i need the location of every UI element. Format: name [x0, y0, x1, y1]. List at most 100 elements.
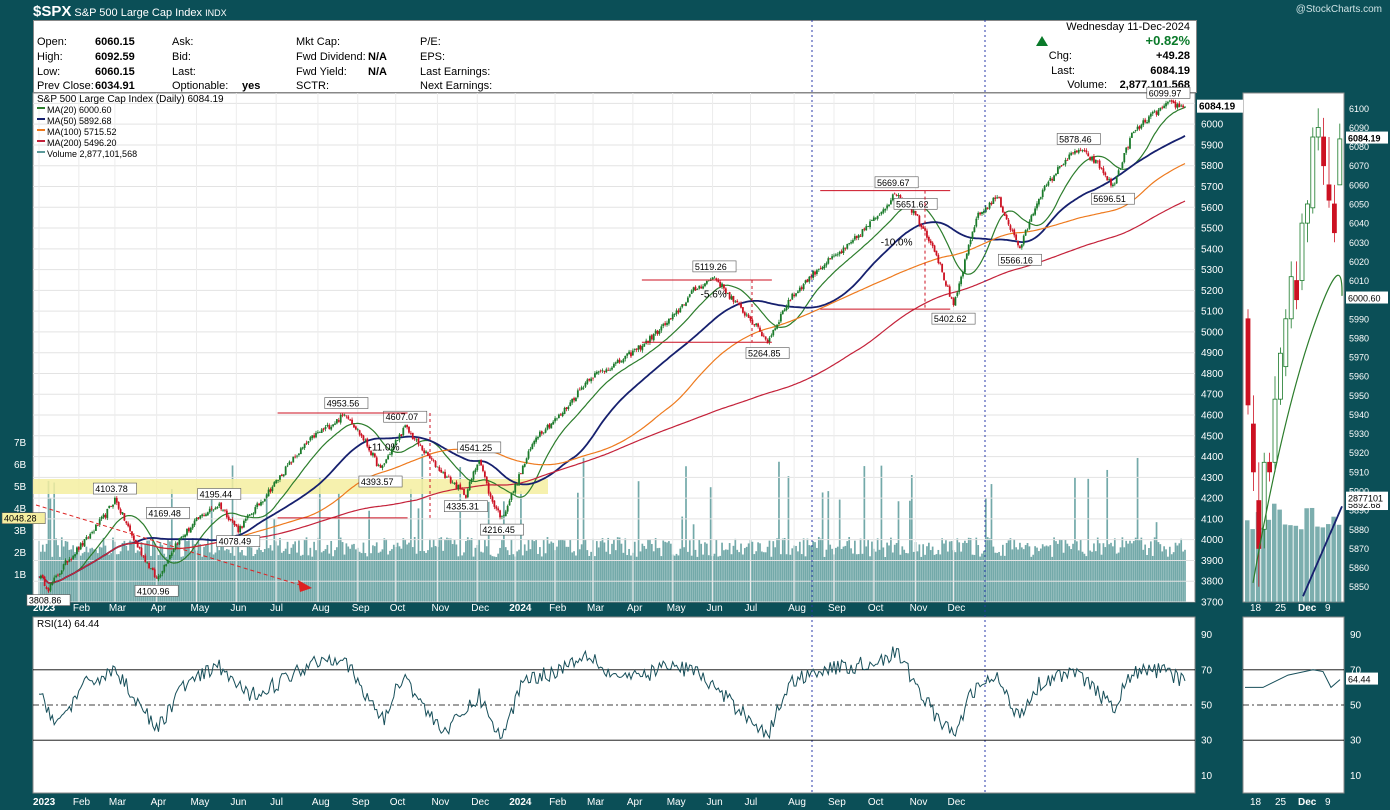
- candle-body: [77, 546, 80, 550]
- candle-body: [375, 457, 378, 466]
- rsi-x-tick-label: Jun: [230, 797, 246, 808]
- volume-bar: [882, 547, 885, 602]
- volume-bar: [1167, 556, 1169, 602]
- volume-bar: [339, 537, 342, 602]
- candle-body: [616, 360, 619, 364]
- inset-volume-bar: [1288, 525, 1293, 602]
- eps-label: EPS:: [420, 51, 446, 63]
- candle-body: [954, 296, 957, 306]
- candle-body: [292, 456, 295, 463]
- volume-bar: [1049, 545, 1052, 602]
- volume-bar: [227, 549, 230, 602]
- candle-body: [916, 214, 919, 216]
- volume-bar: [764, 552, 767, 602]
- candle-body: [303, 443, 306, 448]
- candle-body: [518, 474, 520, 486]
- candle-body: [485, 476, 488, 484]
- inset-tick-label: 6100: [1349, 104, 1369, 114]
- candle-body: [104, 514, 107, 518]
- candle-body: [1106, 176, 1109, 181]
- volume-bar: [829, 544, 832, 602]
- candle-body: [979, 212, 981, 215]
- volume-bar: [1131, 543, 1133, 602]
- rsi-x-tick-label: Mar: [109, 797, 127, 808]
- candle-body: [914, 211, 917, 215]
- volume-bar: [800, 554, 803, 602]
- candle-body: [1038, 198, 1040, 205]
- volume-bar: [810, 545, 813, 602]
- candle-body: [45, 587, 48, 589]
- volume-bar: [1077, 550, 1080, 602]
- volume-bar: [1174, 542, 1177, 602]
- volume-bar: [199, 544, 202, 602]
- volume-bar: [239, 552, 241, 602]
- x-tick-label: Sep: [828, 603, 846, 614]
- candle-body: [1134, 129, 1137, 131]
- inset-volume-bar: [1250, 529, 1255, 602]
- volume-bar: [774, 547, 777, 602]
- candle-body: [224, 509, 226, 511]
- candle-body: [334, 423, 336, 425]
- candle-body: [580, 387, 583, 390]
- volume-bar: [1102, 543, 1105, 602]
- volume-bar: [165, 556, 167, 602]
- volume-bar: [960, 551, 962, 602]
- price-label: 5669.67: [877, 178, 910, 188]
- volume-bar: [1087, 478, 1090, 602]
- y-tick-label: 5800: [1201, 161, 1224, 172]
- candle-body: [514, 483, 517, 493]
- candle-body: [853, 236, 856, 240]
- candle-body: [41, 574, 44, 578]
- volume-bar: [391, 549, 393, 602]
- inset-tick-label: 6010: [1349, 276, 1369, 286]
- candle-body: [1157, 109, 1160, 116]
- candle-body: [1153, 110, 1156, 112]
- volume-bar: [89, 548, 92, 602]
- candle-body: [933, 245, 936, 252]
- inset-chart: 5850 5860 5870 5880 5890 5900 5910 5920 5930 5940…: [1243, 104, 1388, 808]
- credit-label[interactable]: @StockCharts.com: [1295, 4, 1382, 15]
- candle-body: [501, 515, 503, 517]
- volume-bar: [309, 547, 312, 602]
- volume-bar: [817, 537, 820, 602]
- volume-bar: [497, 553, 500, 602]
- candle-body: [956, 292, 959, 296]
- inset-candle-body: [1332, 203, 1337, 234]
- volume-bar: [256, 549, 259, 602]
- candle-body: [208, 508, 211, 513]
- volume-bar: [385, 539, 388, 602]
- volume-bar: [630, 555, 632, 602]
- rsi-chart: 10 30 50 70 90 RSI(14) 64.44: [33, 619, 1213, 782]
- candle-body: [68, 559, 71, 562]
- candle-body: [586, 379, 589, 384]
- price-label-box: [134, 585, 179, 597]
- candle-body: [138, 547, 141, 549]
- candle-body: [318, 432, 321, 433]
- volume-bar: [1089, 550, 1091, 602]
- x-tick-label: Jul: [745, 603, 758, 614]
- volume-bar: [419, 550, 422, 602]
- volume-bar: [958, 542, 961, 602]
- volume-bar: [1013, 539, 1016, 602]
- candle-body: [349, 419, 352, 421]
- volume-bar: [772, 541, 775, 602]
- x-tick-label: Oct: [390, 603, 406, 614]
- volume-bar: [867, 540, 869, 602]
- candle-body: [39, 575, 42, 579]
- candle-body: [869, 221, 871, 228]
- candle-body: [766, 339, 769, 344]
- candle-body: [72, 555, 75, 560]
- drawdown-label: -5.6%: [701, 290, 727, 301]
- candle-body: [489, 493, 492, 497]
- fwd-dividend-value: N/A: [368, 51, 387, 63]
- candle-body: [988, 202, 991, 209]
- candle-body: [144, 555, 147, 563]
- candle-body: [825, 263, 828, 266]
- candle-body: [630, 352, 632, 357]
- volume-bar: [1047, 546, 1050, 602]
- volume-bar: [584, 539, 587, 602]
- candle-body: [1009, 225, 1012, 230]
- legend-item: MA(200) 5496.20: [47, 138, 117, 148]
- candle-body: [960, 276, 963, 285]
- candle-body: [102, 514, 105, 518]
